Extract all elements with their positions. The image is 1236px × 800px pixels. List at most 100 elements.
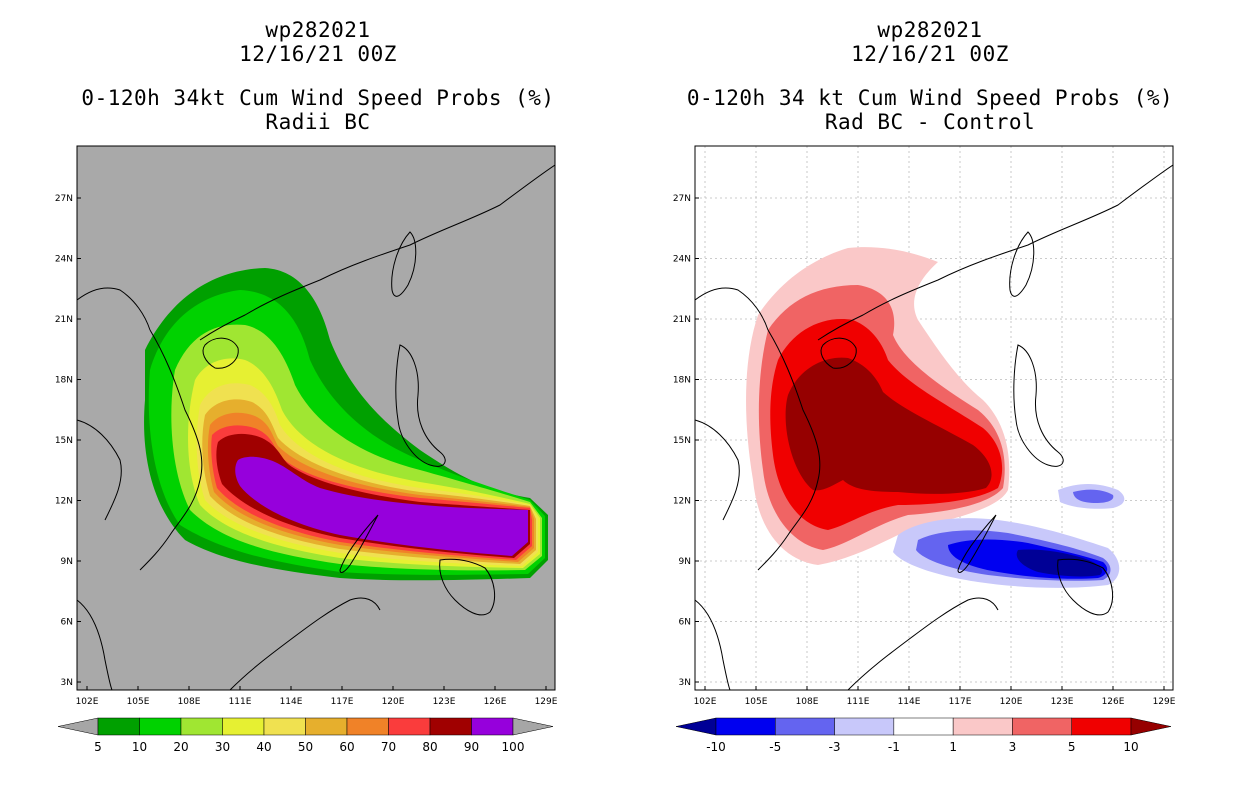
right-lat-label: 3N <box>679 678 691 688</box>
left-colorbar-segment <box>139 717 182 736</box>
left-lon-label: 126E <box>484 697 507 707</box>
left-lon-label: 105E <box>127 697 150 707</box>
left-colorbar-label: 5 <box>94 740 102 754</box>
diff-negative-10 <box>1016 549 1103 577</box>
right-longitude-axis: 102E 105E 108E 111E 114E 117E 120E 123E 126E 129E <box>694 686 1176 707</box>
left-product-title: 0-120h 34kt Cum Wind Speed Probs (%) <box>81 86 555 110</box>
mindanao-island <box>439 558 496 616</box>
right-lon-label: 105E <box>745 697 768 707</box>
left-lat-label: 27N <box>55 194 73 204</box>
taiwan-island <box>391 231 417 297</box>
left-coastlines <box>77 164 555 690</box>
left-lon-label: 123E <box>433 697 456 707</box>
right-coastlines <box>695 164 1173 690</box>
right-lat-label: 15N <box>673 436 691 446</box>
left-lat-label: 15N <box>55 436 73 446</box>
right-difference-contours <box>746 247 1125 588</box>
right-lat-label: 6N <box>679 618 691 628</box>
luzon-island <box>395 344 446 467</box>
right-colorbar-label: -1 <box>888 740 900 754</box>
right-lat-label: 21N <box>673 315 691 325</box>
borneo-coastline <box>229 597 381 690</box>
left-lat-label: 21N <box>55 315 73 325</box>
right-colorbar-segment <box>775 717 835 736</box>
vietnam-coastline <box>139 329 203 571</box>
left-colorbar-segment <box>305 717 348 736</box>
left-lat-label: 3N <box>61 678 73 688</box>
borneo-coastline <box>847 597 999 690</box>
left-colorbar-label: 40 <box>256 740 271 754</box>
right-lon-label: 108E <box>796 697 819 707</box>
left-lon-label: 102E <box>76 697 99 707</box>
left-product-subtitle: Radii BC <box>265 110 371 134</box>
right-colorbar-segment <box>1071 717 1132 736</box>
right-lat-label: 24N <box>673 255 691 265</box>
left-lon-label: 108E <box>178 697 201 707</box>
left-lon-label: 114E <box>280 697 303 707</box>
mindanao-island <box>1057 558 1114 616</box>
hainan-island <box>820 337 857 369</box>
left-colorbar-label: 10 <box>132 740 147 754</box>
left-lat-label: 6N <box>61 618 73 628</box>
left-colorbar-label: 70 <box>381 740 396 754</box>
luzon-island <box>1013 344 1064 467</box>
right-colorbar-label: -5 <box>769 740 781 754</box>
right-colorbar-label: 1 <box>949 740 957 754</box>
right-lon-label: 114E <box>898 697 921 707</box>
right-lat-label: 18N <box>673 376 691 386</box>
left-lon-label: 117E <box>331 697 354 707</box>
right-colorbar-segment <box>834 717 895 736</box>
right-lat-label: 9N <box>679 557 691 567</box>
taiwan-island <box>1009 231 1035 297</box>
right-lat-label: 27N <box>673 194 691 204</box>
right-colorbar-segment <box>715 717 776 736</box>
china-coastline <box>199 164 555 341</box>
left-lon-label: 129E <box>535 697 558 707</box>
left-colorbar-segment <box>429 717 472 736</box>
right-colorbar-segment <box>1012 717 1072 736</box>
left-colorbar-label: 90 <box>464 740 479 754</box>
left-colorbar-low-arrow <box>57 717 99 736</box>
right-colorbar-label: 5 <box>1068 740 1076 754</box>
right-product-title: 0-120h 34 kt Cum Wind Speed Probs (%) <box>686 86 1174 110</box>
left-colorbar-high-arrow <box>512 717 554 736</box>
left-colorbar-segment <box>471 717 514 736</box>
right-colorbar-label: -10 <box>706 740 726 754</box>
left-lon-label: 111E <box>229 697 252 707</box>
left-lat-label: 24N <box>55 255 73 265</box>
right-datetime: 12/16/21 00Z <box>851 42 1009 66</box>
right-storm-id: wp282021 <box>877 18 983 42</box>
vietnam-coastline <box>757 329 821 571</box>
prob-contour-90 <box>235 456 528 556</box>
right-lon-label: 102E <box>694 697 717 707</box>
left-colorbar-segment <box>263 717 306 736</box>
left-map-frame <box>76 145 556 691</box>
right-lon-label: 120E <box>1000 697 1023 707</box>
right-colorbar-high-arrow <box>1130 717 1172 736</box>
palawan-island <box>339 514 379 573</box>
left-colorbar-segment <box>180 717 223 736</box>
right-colorbar: -10 -5 -3 -1 1 3 5 10 <box>675 717 1172 754</box>
right-colorbar-label: -3 <box>829 740 841 754</box>
right-latitude-axis: 3N 6N 9N 12N 15N 18N 21N 24N 27N <box>673 194 699 688</box>
left-lat-label: 9N <box>61 557 73 567</box>
hainan-island <box>202 337 239 369</box>
right-colorbar-low-arrow <box>675 717 717 736</box>
right-lon-label: 129E <box>1153 697 1176 707</box>
right-gridlines <box>695 146 1173 690</box>
left-probability-contours <box>144 268 548 581</box>
right-lat-label: 12N <box>673 497 691 507</box>
left-datetime: 12/16/21 00Z <box>239 42 397 66</box>
right-difference-map: 102E 105E 108E 111E 114E 117E 120E 123E 126E 129E… <box>673 145 1176 754</box>
left-colorbar-label: 50 <box>298 740 313 754</box>
right-product-subtitle: Rad BC - Control <box>824 110 1036 134</box>
left-latitude-axis: 3N 6N 9N 12N 15N 18N 21N 24N 27N <box>55 194 81 688</box>
west-landmass-border <box>77 287 151 690</box>
left-colorbar-segment <box>346 717 389 736</box>
right-colorbar-segment <box>952 717 1013 736</box>
left-colorbar-label: 30 <box>215 740 230 754</box>
left-colorbar-segment <box>222 717 265 736</box>
left-colorbar-label: 20 <box>173 740 188 754</box>
left-probability-map: 102E 105E 108E 111E 114E 117E 120E 123E 126E 129E… <box>55 145 558 754</box>
right-panel-title-block: wp282021 12/16/21 00Z 0-120h 34 kt Cum W… <box>660 18 1200 134</box>
